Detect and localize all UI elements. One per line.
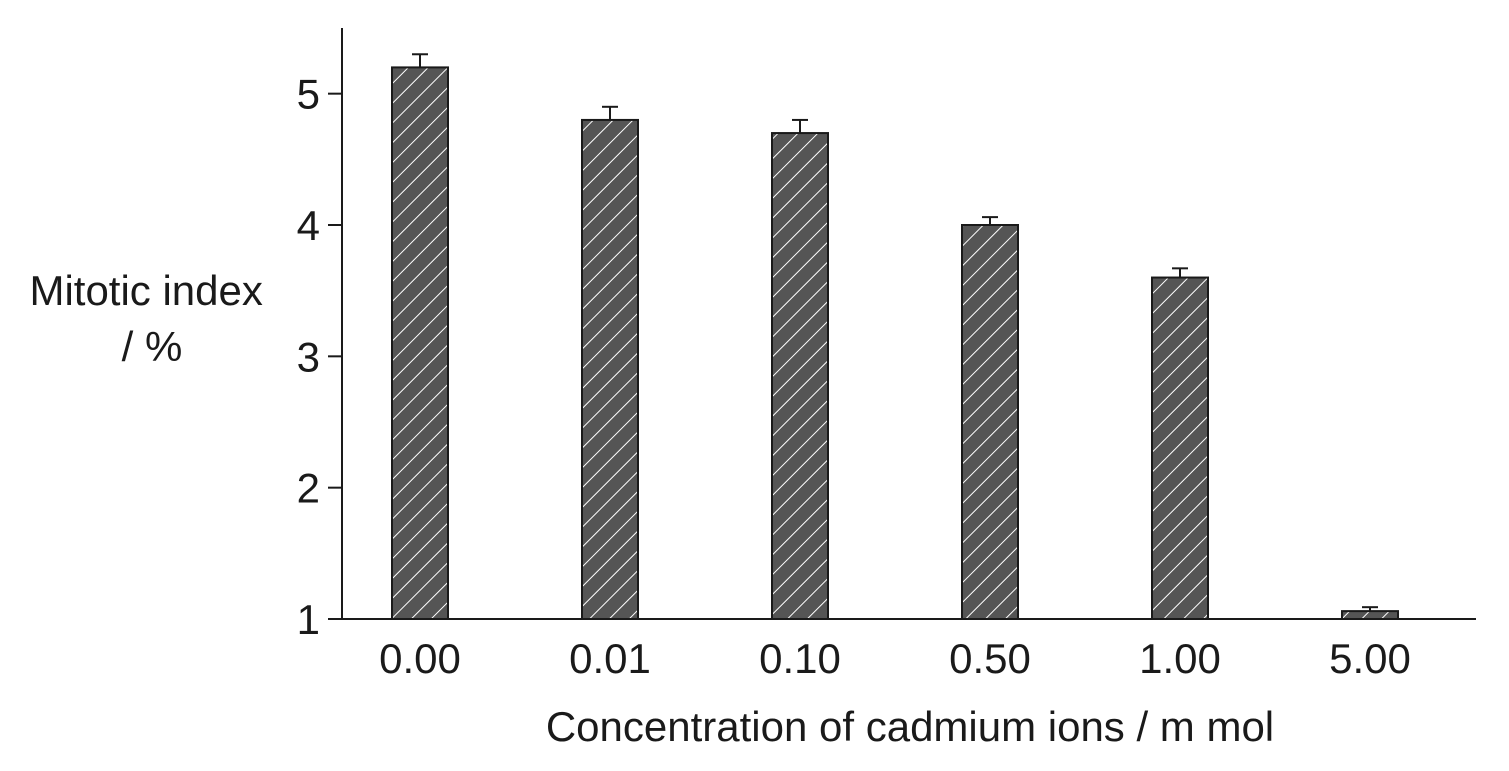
x-tick-label: 5.00 xyxy=(1329,635,1411,682)
y-ticks-group: 1 2 3 4 5 xyxy=(297,71,342,643)
y-axis-title-line-1: Mitotic index xyxy=(29,267,262,314)
bar-1.00 xyxy=(1151,276,1209,620)
bars-group xyxy=(391,66,1399,621)
bar-0.10 xyxy=(771,132,829,620)
x-axis-title: Concentration of cadmium ions / m mol xyxy=(546,703,1274,750)
x-tick-label: 0.00 xyxy=(379,635,461,682)
x-tick-label: 1.00 xyxy=(1139,635,1221,682)
x-tick-label: 0.50 xyxy=(949,635,1031,682)
x-tick-label: 0.01 xyxy=(569,635,651,682)
bar-0.00 xyxy=(391,66,449,620)
y-axis-title-line-2: / % xyxy=(122,323,183,370)
y-tick-label: 4 xyxy=(297,202,320,249)
bar-0.01 xyxy=(581,118,639,621)
x-ticks-group: 0.00 0.01 0.10 0.50 1.00 5.00 xyxy=(379,635,1411,682)
y-tick-label: 2 xyxy=(297,465,320,512)
bar-5.00 xyxy=(1341,610,1399,620)
y-tick-label: 1 xyxy=(297,596,320,643)
bar-0.50 xyxy=(961,224,1019,620)
error-bars-group xyxy=(412,53,1378,612)
y-tick-label: 3 xyxy=(297,333,320,380)
y-axis-title: Mitotic index / % xyxy=(29,267,274,370)
y-tick-label: 5 xyxy=(297,71,320,118)
x-tick-label: 0.10 xyxy=(759,635,841,682)
